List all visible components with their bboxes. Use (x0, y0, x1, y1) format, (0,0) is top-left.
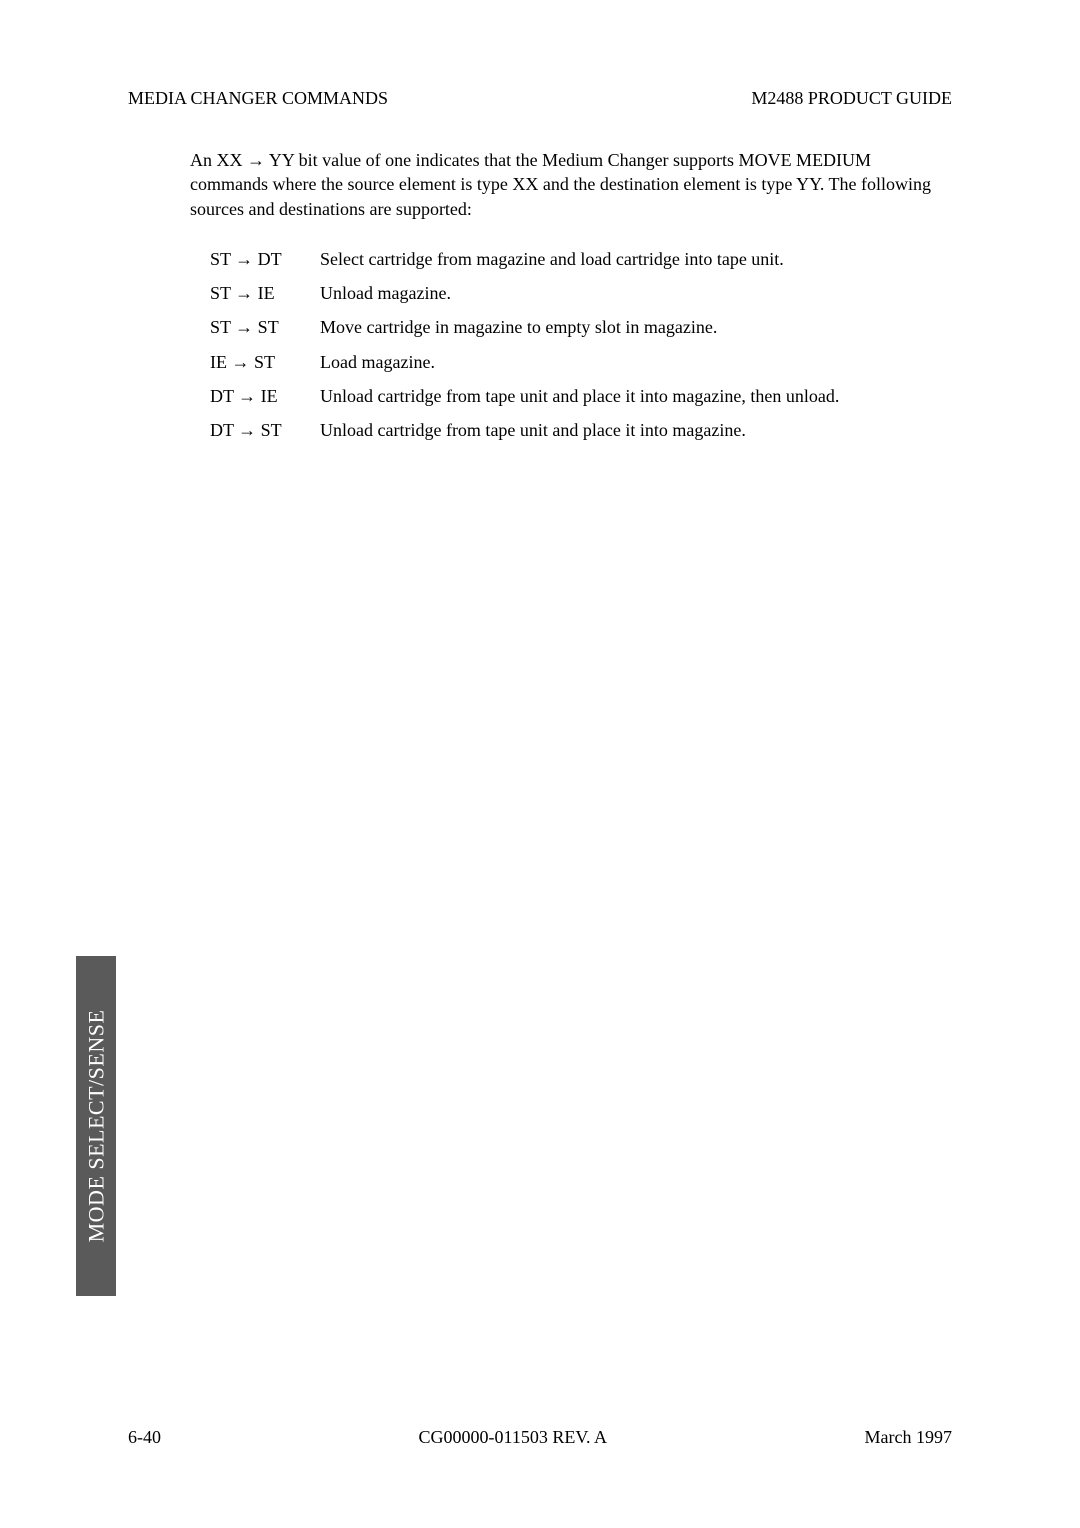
definition-description: Move cartridge in magazine to empty slot… (320, 315, 952, 339)
definition-row: IE → ST Load magazine. (210, 350, 952, 374)
footer-doc-id: CG00000-011503 REV. A (418, 1427, 607, 1448)
definition-term: ST → ST (210, 315, 320, 339)
definition-description: Unload magazine. (320, 281, 952, 305)
definition-row: ST → ST Move cartridge in magazine to em… (210, 315, 952, 339)
side-tab: MODE SELECT/SENSE (76, 956, 116, 1296)
header-right: M2488 PRODUCT GUIDE (751, 88, 952, 109)
footer-page-number: 6-40 (128, 1427, 161, 1448)
header-left: MEDIA CHANGER COMMANDS (128, 88, 388, 109)
definition-term: IE → ST (210, 350, 320, 374)
page-footer: 6-40 CG00000-011503 REV. A March 1997 (128, 1427, 952, 1448)
definition-term: DT → ST (210, 418, 320, 442)
definition-description: Unload cartridge from tape unit and plac… (320, 418, 952, 442)
definition-description: Select cartridge from magazine and load … (320, 247, 952, 271)
definition-row: DT → ST Unload cartridge from tape unit … (210, 418, 952, 442)
intro-paragraph: An XX → YY bit value of one indicates th… (190, 148, 952, 221)
definition-row: ST → DT Select cartridge from magazine a… (210, 247, 952, 271)
definition-row: DT → IE Unload cartridge from tape unit … (210, 384, 952, 408)
page-content: An XX → YY bit value of one indicates th… (190, 148, 952, 453)
footer-date: March 1997 (865, 1427, 952, 1448)
definition-description: Load magazine. (320, 350, 952, 374)
definition-term: ST → IE (210, 281, 320, 305)
definition-term: DT → IE (210, 384, 320, 408)
definition-list: ST → DT Select cartridge from magazine a… (190, 247, 952, 443)
definition-term: ST → DT (210, 247, 320, 271)
definition-row: ST → IE Unload magazine. (210, 281, 952, 305)
page-header: MEDIA CHANGER COMMANDS M2488 PRODUCT GUI… (128, 88, 952, 109)
side-tab-label: MODE SELECT/SENSE (83, 1010, 109, 1243)
definition-description: Unload cartridge from tape unit and plac… (320, 384, 952, 408)
